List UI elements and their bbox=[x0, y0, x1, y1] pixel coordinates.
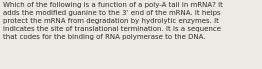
Text: Which of the following is a function of a poly-A tail in mRNA? It
adds the modif: Which of the following is a function of … bbox=[3, 2, 223, 40]
